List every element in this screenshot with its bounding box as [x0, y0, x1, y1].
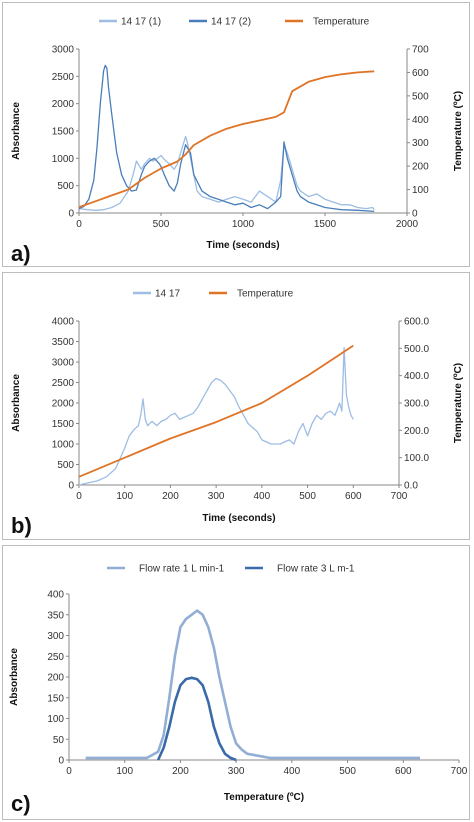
chart-b-svg: 0 100 200 300 400 500 600 700 0 500 1000 1500 2000 25… — [11, 289, 464, 525]
x-tick-label-c: 500 — [339, 766, 356, 777]
y-tick-label-c: 150 — [47, 693, 64, 704]
legend-label-a-3: Temperature — [313, 17, 370, 28]
series-line-a-2 — [78, 64, 375, 213]
y2-tick-label-a: 100 — [412, 185, 429, 196]
y2-tick-label-a: 300 — [412, 138, 429, 149]
y2-tick-label-b: 0.0 — [404, 481, 418, 492]
series-line-a-3 — [78, 70, 375, 208]
x-tick-label-b: 100 — [116, 491, 133, 502]
panel-label-c: c) — [11, 791, 31, 816]
y-tick-label-b: 1000 — [52, 440, 75, 451]
legend-label-c-2: Flow rate 3 L m-1 — [277, 564, 355, 575]
x-tick-label-c: 300 — [228, 766, 245, 777]
legend-label-b-2: Temperature — [237, 289, 294, 300]
x-tick-label-b: 300 — [208, 491, 225, 502]
y-tick-label-c: 200 — [47, 673, 64, 684]
series-line-b-1 — [78, 347, 354, 486]
y2-axis-title-a: Temperature (ºC) — [453, 91, 464, 171]
y2-tick-label-b: 400.0 — [404, 371, 429, 382]
y2-tick-label-a: 0 — [412, 209, 418, 220]
x-tick-label-b: 600 — [345, 491, 362, 502]
y2-tick-label-b: 300.0 — [404, 399, 429, 410]
legend-label-b-1: 14 17 — [155, 289, 180, 300]
x-tick-label-b: 400 — [254, 491, 271, 502]
chart-panel-b: 0 100 200 300 400 500 600 700 0 500 1000 1500 2000 25… — [2, 272, 470, 540]
y-tick-label-a: 3000 — [52, 45, 75, 56]
x-tick-label-c: 600 — [395, 766, 412, 777]
series-line-c-2 — [156, 676, 237, 762]
y-tick-label-b: 500 — [57, 460, 74, 471]
x-tick-label-a: 0 — [76, 219, 82, 230]
y2-tick-label-a: 600 — [412, 68, 429, 79]
chart-panel-c: 0 100 200 300 400 500 600 700 0 50 100 150 200 250 300… — [2, 545, 470, 820]
x-tick-label-b: 700 — [391, 491, 408, 502]
y-tick-label-c: 250 — [47, 652, 64, 663]
x-tick-label-b: 500 — [299, 491, 316, 502]
y-tick-label-b: 1500 — [52, 419, 75, 430]
y2-tick-label-a: 200 — [412, 162, 429, 173]
x-axis-title-a: Time (seconds) — [206, 240, 279, 251]
y-tick-label-b: 2500 — [52, 378, 75, 389]
y2-tick-label-b: 200.0 — [404, 426, 429, 437]
chart-a-svg: 0 500 1000 1500 2000050010001500200025003000… — [11, 17, 464, 252]
x-tick-label-c: 0 — [66, 766, 72, 777]
legend-label-c-1: Flow rate 1 L min-1 — [139, 564, 225, 575]
panel-label-b: b) — [11, 513, 32, 538]
panel-label-a: a) — [11, 241, 31, 266]
y-tick-label-a: 0 — [68, 209, 74, 220]
y-tick-label-c: 300 — [47, 631, 64, 642]
y-axis-title-b: Absorbance — [11, 374, 22, 432]
y-axis-title-a: Absorbance — [11, 102, 22, 160]
x-tick-label-c: 100 — [116, 766, 133, 777]
x-tick-label-a: 1000 — [232, 219, 255, 230]
x-tick-label-a: 500 — [153, 219, 170, 230]
y-tick-label-c: 100 — [47, 714, 64, 725]
y-tick-label-c: 0 — [58, 756, 64, 767]
series-line-a-1 — [78, 135, 375, 211]
series-line-c-1 — [85, 609, 420, 760]
y-tick-label-a: 500 — [57, 181, 74, 192]
x-tick-label-c: 400 — [284, 766, 301, 777]
y-tick-label-b: 2000 — [52, 399, 75, 410]
chart-c-svg: 0 100 200 300 400 500 600 700 0 50 100 150 200 250 300… — [9, 564, 468, 804]
chart-panel-a: 0 500 1000 1500 2000 0 500 1000 1500 2000 2500 3000… — [2, 2, 470, 267]
y2-tick-label-a: 400 — [412, 115, 429, 126]
y-tick-label-b: 4000 — [52, 317, 75, 328]
y-tick-label-c: 400 — [47, 590, 64, 601]
y-tick-label-c: 50 — [53, 735, 65, 746]
x-axis-title-b: Time (seconds) — [202, 513, 275, 524]
y2-tick-label-b: 100.0 — [404, 453, 429, 464]
y2-tick-label-b: 500.0 — [404, 344, 429, 355]
y2-tick-label-b: 600.0 — [404, 317, 429, 328]
y2-axis-title-b: Temperature (ºC) — [453, 363, 464, 443]
y-axis-title-c: Absorbance — [9, 648, 20, 706]
y-tick-label-b: 3500 — [52, 337, 75, 348]
legend-label-a-2: 14 17 (2) — [211, 17, 251, 28]
series-line-b-2 — [78, 344, 354, 478]
y-tick-label-a: 1000 — [52, 154, 75, 165]
y2-tick-label-a: 700 — [412, 45, 429, 56]
y-tick-label-b: 0 — [68, 481, 74, 492]
y-tick-label-a: 1500 — [52, 127, 75, 138]
y-tick-label-a: 2500 — [52, 72, 75, 83]
x-tick-label-b: 200 — [162, 491, 179, 502]
x-tick-label-c: 700 — [451, 766, 468, 777]
legend-label-a-1: 14 17 (1) — [121, 17, 161, 28]
y-tick-label-a: 2000 — [52, 99, 75, 110]
y2-tick-label-a: 500 — [412, 91, 429, 102]
x-axis-title-c: Temperature (ºC) — [224, 792, 304, 803]
x-tick-label-b: 0 — [76, 491, 82, 502]
x-tick-label-c: 200 — [172, 766, 189, 777]
x-tick-label-a: 1500 — [314, 219, 337, 230]
y-tick-label-c: 350 — [47, 610, 64, 621]
x-tick-label-a: 2000 — [396, 219, 419, 230]
y-tick-label-b: 3000 — [52, 358, 75, 369]
